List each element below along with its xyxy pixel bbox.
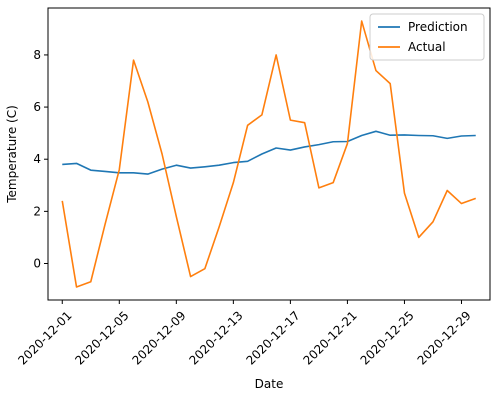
x-tick-label: 2020-12-25 [358,308,417,367]
y-tick-label: 2 [33,204,41,218]
x-tick-label: 2020-12-13 [186,308,245,367]
series-line-prediction [62,130,476,175]
x-tick-label: 2020-12-09 [129,308,188,367]
y-axis-title: Temperature (C) [5,105,19,204]
y-tick-label: 8 [33,48,41,62]
x-axis-title: Date [255,377,284,391]
plot-frame [47,7,491,301]
legend-label-actual: Actual [408,40,446,54]
y-tick-label: 0 [33,257,41,271]
y-axis: 0 2 4 6 8 [33,48,48,271]
x-tick-label: 2020-12-05 [72,308,131,367]
series-line-actual [61,20,477,288]
y-tick-label: 4 [33,152,41,166]
x-axis: 2020-12-012020-12-052020-12-092020-12-13… [15,300,474,368]
x-tick-label: 2020-12-29 [415,308,474,367]
legend-label-prediction: Prediction [408,20,468,34]
x-tick-label: 2020-12-01 [15,308,74,367]
legend: Prediction Actual [369,13,485,61]
y-tick-label: 6 [33,100,41,114]
series-layer [61,20,477,288]
x-tick-label: 2020-12-21 [301,308,360,367]
x-tick-label: 2020-12-17 [244,308,303,367]
legend-box [369,13,485,61]
